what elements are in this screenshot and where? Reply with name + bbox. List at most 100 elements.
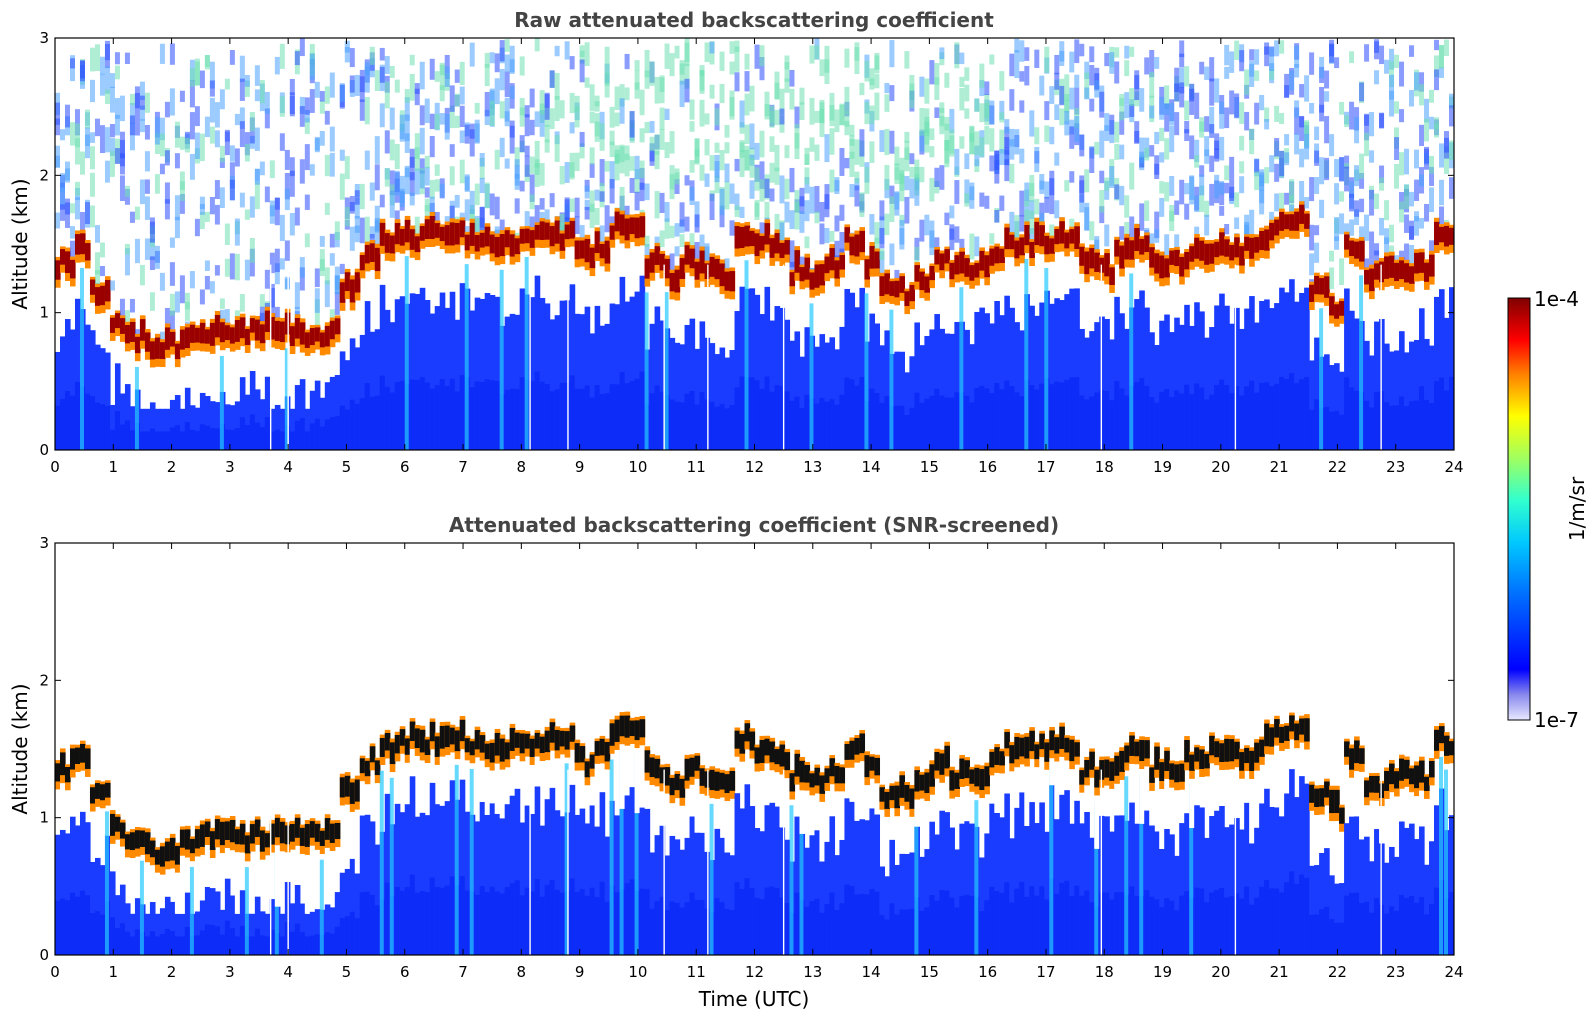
noise-speckle xyxy=(629,177,635,193)
aerosol-layer xyxy=(1314,399,1320,450)
aerosol-layer xyxy=(899,405,905,450)
noise-speckle xyxy=(349,196,355,211)
aerosol-layer xyxy=(1159,849,1165,955)
noise-speckle xyxy=(999,112,1005,123)
noise-speckle xyxy=(744,124,750,145)
noise-speckle xyxy=(179,90,185,102)
x-tick-label: 22 xyxy=(1328,458,1347,476)
aerosol-layer xyxy=(984,388,990,450)
noise-speckle xyxy=(1104,113,1110,132)
noise-speckle xyxy=(1009,211,1015,234)
noise-speckle xyxy=(499,137,505,158)
noise-speckle xyxy=(1194,139,1200,163)
precip-streak xyxy=(134,366,139,450)
noise-speckle xyxy=(1049,126,1055,145)
aerosol-layer xyxy=(514,314,521,450)
aerosol-layer xyxy=(1024,896,1030,955)
cloud-layer-core xyxy=(1134,228,1140,252)
noise-speckle xyxy=(1174,234,1180,257)
cloud-layer-core xyxy=(844,227,851,243)
aerosol-layer xyxy=(339,872,346,955)
noise-speckle xyxy=(1349,193,1355,212)
noise-speckle xyxy=(1379,217,1385,236)
noise-speckle xyxy=(1049,178,1055,191)
aerosol-layer xyxy=(1274,888,1280,955)
aerosol-layer xyxy=(1344,895,1350,955)
noise-speckle xyxy=(1444,146,1450,174)
noise-speckle xyxy=(1039,202,1045,222)
aerosol-layer xyxy=(1394,350,1400,450)
cloud-layer-core xyxy=(939,753,945,775)
aerosol-layer xyxy=(729,910,736,955)
noise-speckle xyxy=(1299,84,1305,98)
cloud-layer-core xyxy=(179,329,186,350)
aerosol-layer xyxy=(234,428,241,450)
noise-speckle xyxy=(284,188,290,211)
noise-speckle xyxy=(1104,224,1110,247)
aerosol-layer xyxy=(669,337,676,450)
y-tick-label: 0 xyxy=(39,441,49,459)
noise-speckle xyxy=(69,240,75,263)
aerosol-layer xyxy=(89,861,96,955)
aerosol-layer xyxy=(299,903,306,955)
cloud-layer-core xyxy=(764,223,771,245)
aerosol-layer xyxy=(604,323,611,450)
noise-speckle xyxy=(959,52,965,65)
aerosol-layer xyxy=(1379,391,1385,450)
noise-speckle xyxy=(1309,177,1315,202)
noise-speckle xyxy=(1024,209,1030,224)
cloud-layer-core xyxy=(164,327,171,350)
noise-speckle xyxy=(384,130,390,154)
noise-speckle xyxy=(514,147,520,166)
cloud-layer-core xyxy=(789,773,796,792)
aerosol-layer xyxy=(99,404,106,450)
noise-speckle xyxy=(174,121,180,148)
aerosol-layer xyxy=(604,393,611,450)
aerosol-layer xyxy=(669,399,676,450)
noise-speckle xyxy=(139,81,145,101)
noise-speckle xyxy=(124,310,130,332)
aerosol-layer xyxy=(144,408,151,450)
aerosol-layer xyxy=(249,936,256,955)
noise-speckle xyxy=(1214,174,1220,199)
noise-speckle xyxy=(269,252,275,274)
cloud-layer-core xyxy=(1199,749,1205,769)
aerosol-layer xyxy=(579,388,586,450)
aerosol-layer xyxy=(174,425,181,450)
noise-speckle xyxy=(604,205,610,233)
x-axis-label: Time (UTC) xyxy=(698,987,810,1011)
aerosol-layer xyxy=(879,345,886,450)
noise-speckle xyxy=(299,96,305,114)
aerosol-layer xyxy=(1084,890,1090,955)
aerosol-layer xyxy=(479,298,486,450)
aerosol-layer xyxy=(204,886,211,955)
noise-speckle xyxy=(279,214,285,241)
noise-speckle xyxy=(124,188,130,205)
aerosol-layer xyxy=(1149,825,1155,955)
screened-gap xyxy=(1164,777,1170,830)
noise-speckle xyxy=(1319,86,1325,113)
aerosol-layer xyxy=(1064,294,1070,450)
cloud-layer-core xyxy=(779,242,786,258)
noise-speckle xyxy=(1044,196,1050,213)
aerosol-layer xyxy=(55,351,61,450)
cloud-layer-core xyxy=(949,770,955,791)
noise-speckle xyxy=(179,193,185,214)
noise-speckle xyxy=(424,204,430,220)
aerosol-layer xyxy=(344,868,351,955)
noise-speckle xyxy=(169,310,175,336)
noise-speckle xyxy=(229,50,235,65)
noise-speckle xyxy=(74,138,80,165)
noise-speckle xyxy=(454,69,460,83)
screened-gap xyxy=(909,815,915,853)
noise-speckle xyxy=(139,105,145,121)
cloud-layer-core xyxy=(459,719,466,742)
noise-speckle xyxy=(999,71,1005,91)
aerosol-layer xyxy=(1059,300,1065,450)
noise-speckle xyxy=(359,69,365,82)
cloud-layer-core xyxy=(924,276,930,293)
cloud-layer-core xyxy=(154,337,161,359)
screened-gap xyxy=(359,780,366,816)
aerosol-layer xyxy=(1039,383,1045,450)
cloud-layer-core xyxy=(309,821,316,838)
